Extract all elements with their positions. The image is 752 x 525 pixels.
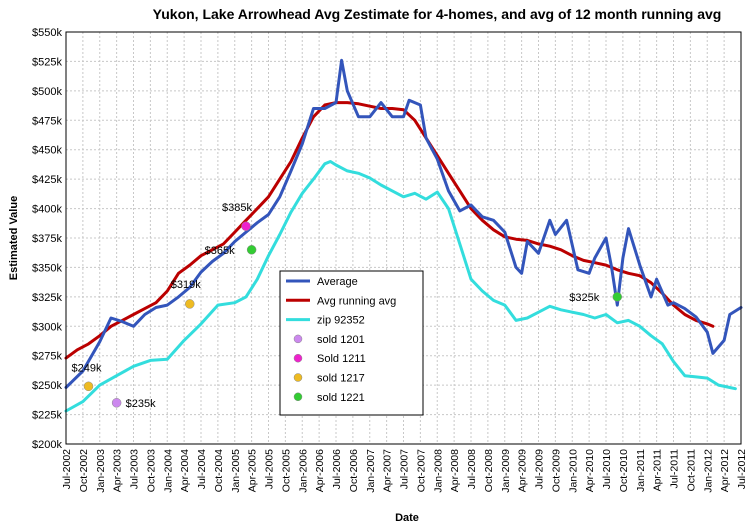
x-tick-label: Jul-2010	[601, 449, 613, 489]
marker-sold-1217	[83, 381, 94, 392]
x-tick-label: Oct-2008	[483, 449, 495, 492]
legend-label-average: Average	[317, 276, 358, 288]
x-tick-label: Jan-2012	[702, 449, 714, 493]
y-tick-label: $500k	[32, 86, 62, 98]
legend-dot-sold-1201	[293, 334, 303, 344]
y-tick-label: $225k	[32, 410, 62, 422]
data-label: $385k	[222, 202, 252, 214]
x-tick-label: Jan-2004	[162, 449, 174, 493]
y-tick-label: $300k	[32, 321, 62, 333]
x-tick-label: Apr-2003	[112, 449, 124, 492]
data-label: $325k	[569, 292, 599, 304]
x-tick-label: Oct-2010	[618, 449, 630, 492]
legend-label-sold-1217: sold 1217	[317, 373, 365, 385]
x-tick-label: Oct-2002	[78, 449, 90, 492]
series-line-average	[64, 58, 743, 389]
x-tick-label: Apr-2007	[382, 449, 394, 492]
y-tick-label: $550k	[32, 27, 62, 39]
y-tick-label: $425k	[32, 174, 62, 186]
marker-sold-1211	[241, 221, 251, 231]
series-line-zip-92352	[64, 160, 737, 413]
y-axis-label: Estimated Value	[8, 196, 20, 280]
legend-dot-sold-1217	[293, 373, 303, 382]
x-tick-label: Apr-2008	[449, 449, 461, 492]
x-tick-label: Oct-2005	[280, 449, 292, 492]
x-tick-label: Jan-2009	[500, 449, 512, 493]
x-axis-label: Date	[395, 512, 419, 524]
data-label: $249k	[72, 362, 102, 374]
y-tick-label: $450k	[32, 145, 62, 157]
chart-title: Yukon, Lake Arrowhead Avg Zestimate for …	[153, 6, 722, 22]
x-tick-label: Jan-2005	[230, 449, 242, 493]
y-tick-labels: $200k $225k $250k $275k $300k $325k $350k $375k…	[32, 27, 62, 451]
data-label: $235k	[126, 398, 156, 410]
x-tick-label: Jul-2003	[129, 449, 141, 489]
y-tick-label: $525k	[32, 56, 62, 68]
x-tick-label: Jul-2007	[399, 449, 411, 489]
x-tick-label: Oct-2009	[550, 449, 562, 492]
y-tick-label: $275k	[32, 351, 62, 363]
x-tick-label: Jul-2009	[534, 449, 546, 489]
x-tick-label: Jul-2005	[264, 449, 276, 489]
x-tick-labels: Jul-2002 Oct-2002 Jan-2003 Apr-2003 Jul-2003…	[61, 449, 748, 493]
legend-box	[279, 270, 424, 416]
x-tick-label: Jan-2010	[567, 449, 579, 493]
y-tick-label: $200k	[32, 439, 62, 451]
x-tick-label: Oct-2006	[348, 449, 360, 492]
legend-dot-sold-1211	[293, 353, 303, 363]
x-tick-label: Oct-2007	[415, 449, 427, 492]
x-tick-label: Apr-2005	[247, 449, 259, 492]
series-line-avg-running-avg	[64, 101, 715, 360]
x-tick-label: Jan-2007	[365, 449, 377, 493]
y-tick-label: $475k	[32, 115, 62, 127]
x-tick-label: Jul-2008	[466, 449, 478, 489]
y-tick-label: $400k	[32, 204, 62, 216]
data-label: $365k	[205, 245, 235, 257]
x-tick-label: Apr-2006	[314, 449, 326, 492]
x-tick-label: Jul-2012	[736, 449, 748, 489]
data-label: $319k	[171, 279, 201, 291]
marker-sold-1221	[246, 245, 257, 255]
x-tick-label: Apr-2004	[179, 449, 191, 492]
marker-sold-1217	[185, 299, 195, 309]
legend-label-zip-92352: zip 92352	[317, 315, 365, 327]
x-tick-label: Apr-2010	[584, 449, 596, 492]
x-tick-label: Apr-2009	[517, 449, 529, 492]
x-tick-label: Jul-2002	[61, 449, 73, 489]
y-tick-label: $250k	[32, 380, 62, 392]
x-tick-label: Jan-2008	[432, 449, 444, 493]
x-tick-label: Jan-2011	[635, 449, 647, 492]
x-tick-label: Jul-2011	[669, 449, 681, 489]
x-tick-label: Oct-2004	[213, 449, 225, 492]
legend-label-sold-1201: sold 1201	[317, 334, 365, 346]
y-tick-label: $350k	[32, 262, 62, 274]
x-tick-label: Jul-2004	[196, 449, 208, 489]
x-tick-label: Jan-2003	[95, 449, 107, 493]
legend-dot-sold-1221	[293, 392, 303, 402]
x-tick-label: Oct-2003	[145, 449, 157, 492]
sold-markers: $235k $385k $249k $319k $365k $325k	[72, 202, 622, 410]
plot-border	[65, 31, 742, 445]
x-tick-label: Jan-2006	[297, 449, 309, 493]
x-tick-label: Jul-2006	[331, 449, 343, 489]
legend-label-sold-1221: sold 1221	[317, 392, 365, 404]
marker-sold-1201	[111, 398, 122, 408]
y-tick-label: $375k	[32, 233, 62, 245]
axes	[65, 31, 742, 445]
y-tick-label: $325k	[32, 292, 62, 304]
x-tick-label: Oct-2011	[685, 449, 697, 492]
series-lines	[64, 58, 743, 413]
legend-label-sold-1211: Sold 1211	[317, 353, 366, 365]
x-tick-label: Apr-2012	[719, 449, 731, 492]
legend-label-avg-running-avg: Avg running avg	[317, 295, 396, 307]
x-tick-label: Apr-2011	[652, 449, 664, 492]
marker-sold-1221	[612, 292, 622, 302]
legend: Average Avg running avg zip 92352 sold 1201…	[279, 270, 424, 416]
